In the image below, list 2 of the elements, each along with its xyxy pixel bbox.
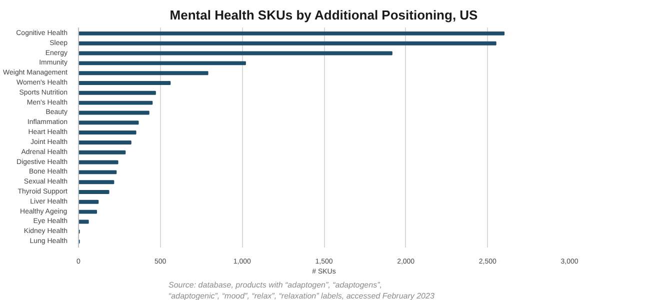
chart-title: Mental Health SKUs by Additional Positioning, US	[170, 8, 478, 22]
source-note: Source: database, products with “adaptogen”, “adaptogens”, “adaptogenic”, “mood”, “relax”, “relaxation” labels, accessed February 2023	[168, 280, 435, 300]
